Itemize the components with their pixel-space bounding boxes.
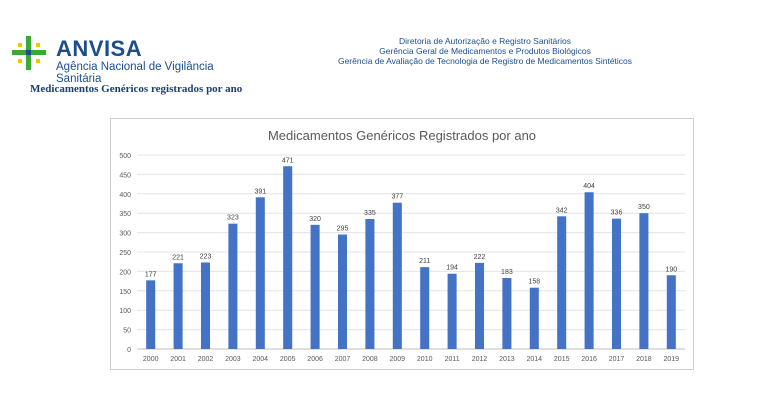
dept-line-1: Diretoria de Autorização e Registro Sani…: [399, 36, 571, 46]
x-tick-label: 2009: [390, 356, 406, 363]
department-header: Diretoria de Autorização e Registro Sani…: [300, 36, 670, 66]
x-tick-label: 2016: [581, 356, 597, 363]
section-title: Medicamentos Genéricos registrados por a…: [30, 83, 243, 95]
bar-2010: [420, 267, 430, 349]
data-label: 320: [309, 216, 321, 223]
x-tick-label: 2012: [472, 356, 488, 363]
y-tick-label: 400: [119, 192, 131, 199]
bar-2012: [474, 262, 485, 349]
x-tick-label: 2011: [445, 356, 460, 363]
y-tick-label: 0: [127, 347, 131, 354]
chart-title: Medicamentos Genéricos Registrados por a…: [268, 128, 536, 143]
y-tick-label: 150: [119, 289, 131, 296]
data-label: 323: [227, 215, 239, 222]
data-label: 194: [446, 265, 458, 272]
y-tick-label: 50: [123, 328, 131, 335]
data-label: 471: [282, 157, 294, 164]
bar-2004: [255, 197, 265, 349]
x-tick-label: 2006: [307, 356, 323, 363]
x-tick-label: 2007: [335, 356, 351, 363]
anvisa-cross-icon: [12, 36, 46, 70]
bar-2001: [173, 263, 183, 349]
bar-2019: [666, 275, 676, 349]
data-label: 377: [391, 194, 403, 201]
x-tick-label: 2008: [362, 356, 378, 363]
bar-2015: [557, 216, 567, 349]
x-tick-label: 2000: [143, 356, 159, 363]
bar-2017: [611, 218, 622, 349]
x-tick-label: 2010: [417, 356, 433, 363]
logo-title: ANVISA: [56, 36, 143, 61]
bar-chart: Medicamentos Genéricos Registrados por a…: [119, 128, 685, 363]
x-tick-label: 2005: [280, 356, 296, 363]
y-tick-label: 500: [119, 153, 131, 160]
bar-2013: [502, 277, 512, 349]
bar-2008: [365, 219, 375, 349]
x-tick-label: 2015: [554, 356, 570, 363]
x-tick-label: 2004: [253, 356, 269, 363]
y-tick-label: 200: [119, 269, 131, 276]
y-tick-label: 250: [119, 250, 131, 257]
y-tick-label: 100: [119, 308, 131, 315]
bar-2000: [146, 280, 156, 349]
data-label: 190: [665, 266, 677, 273]
bar-2009: [392, 202, 402, 349]
dept-line-3: Gerência de Avaliação de Tecnologia de R…: [337, 56, 633, 66]
data-label: 222: [474, 254, 486, 261]
y-tick-label: 300: [119, 231, 131, 238]
x-tick-label: 2017: [609, 356, 625, 363]
data-label: 295: [337, 226, 349, 233]
bar-2018: [639, 213, 649, 349]
data-label: 177: [145, 271, 157, 278]
data-label: 342: [556, 207, 568, 214]
y-tick-label: 450: [119, 172, 131, 179]
data-label: 335: [364, 210, 376, 217]
bar-2002: [200, 262, 211, 349]
bar-2006: [310, 224, 320, 349]
bar-2011: [447, 273, 457, 349]
data-label: 211: [419, 258, 430, 265]
bar-2016: [584, 192, 594, 349]
x-tick-label: 2019: [664, 356, 680, 363]
data-label: 221: [172, 254, 184, 261]
x-tick-label: 2002: [198, 356, 214, 363]
y-tick-label: 350: [119, 211, 131, 218]
chart-container: Medicamentos Genéricos Registrados por a…: [110, 118, 694, 370]
bar-2003: [228, 223, 238, 349]
data-label: 391: [254, 188, 266, 195]
anvisa-logo: ANVISA Agência Nacional de Vigilância Sa…: [10, 30, 250, 85]
x-tick-label: 2001: [170, 356, 186, 363]
logo-subtitle: Agência Nacional de Vigilância Sanitária: [56, 61, 214, 85]
data-label: 223: [200, 253, 212, 260]
x-tick-label: 2003: [225, 356, 241, 363]
data-label: 336: [611, 210, 623, 217]
bar-2014: [529, 287, 539, 349]
data-label: 404: [583, 183, 595, 190]
data-label: 183: [501, 269, 513, 276]
bar-2007: [337, 234, 348, 349]
bar-2005: [283, 166, 293, 349]
data-label: 158: [528, 279, 540, 286]
x-tick-label: 2013: [499, 356, 515, 363]
data-label: 350: [638, 204, 650, 211]
x-tick-label: 2014: [527, 356, 543, 363]
x-tick-label: 2018: [636, 356, 652, 363]
dept-line-2: Gerência Geral de Medicamentos e Produto…: [379, 46, 591, 56]
